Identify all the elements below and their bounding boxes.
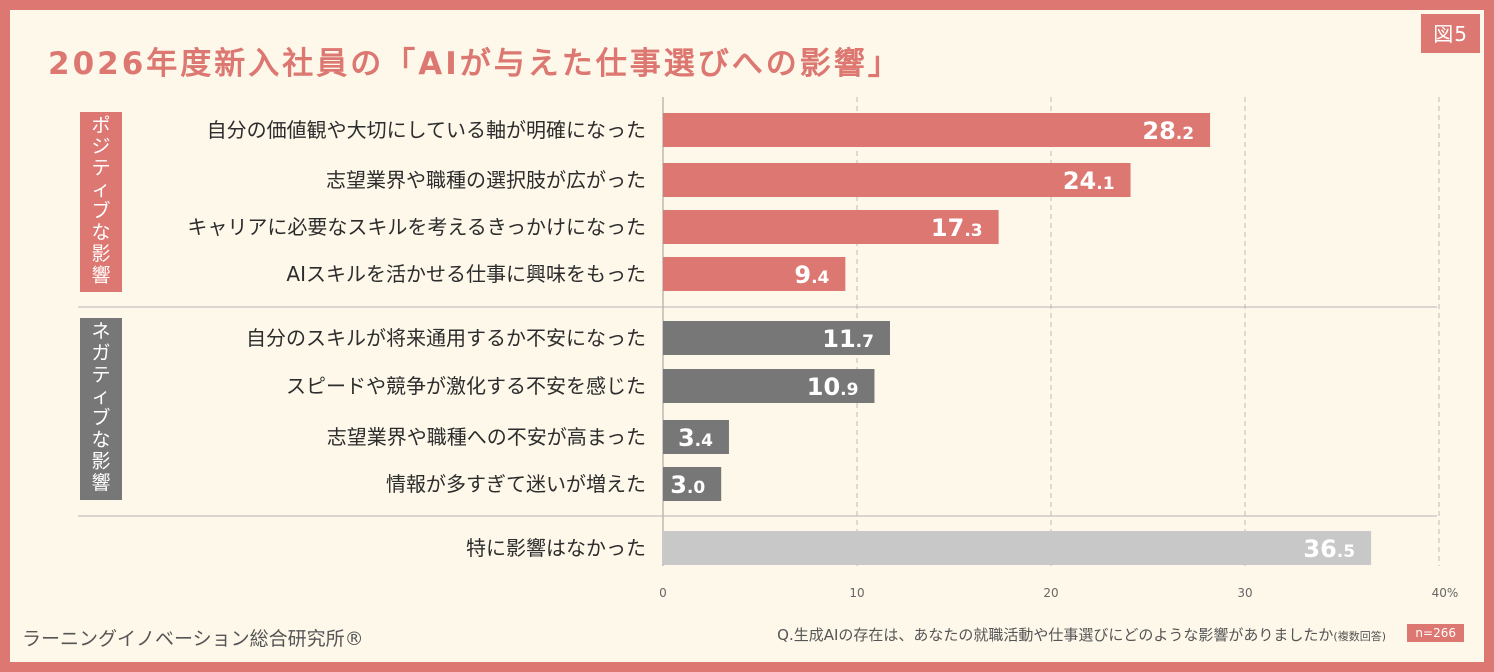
value-label: 3.4 bbox=[678, 424, 713, 452]
chart-title: 2026年度新入社員の「AIが与えた仕事選びへの影響」 bbox=[48, 46, 902, 82]
value-label: 11.7 bbox=[822, 325, 874, 353]
group-label-char: 響 bbox=[91, 264, 110, 286]
x-tick-label: 40% bbox=[1432, 586, 1459, 600]
bar bbox=[663, 210, 999, 244]
group-label-char: 影 bbox=[91, 451, 110, 473]
brand-label: ラーニングイノベーション総合研究所® bbox=[22, 628, 364, 650]
value-label: 10.9 bbox=[807, 373, 859, 401]
question-text: Q.生成AIの存在は、あなたの就職活動や仕事選びにどのような影響がありましたか bbox=[777, 626, 1334, 644]
group-label-char: テ bbox=[91, 364, 110, 386]
value-label: 36.5 bbox=[1303, 535, 1355, 563]
category-label: 志望業界や職種の選択肢が広がった bbox=[326, 168, 646, 192]
x-tick-label: 0 bbox=[659, 586, 667, 600]
bar bbox=[663, 257, 846, 291]
bar bbox=[663, 113, 1211, 147]
group-label-char: ポ bbox=[91, 114, 110, 136]
category-label: 自分のスキルが将来通用するか不安になった bbox=[246, 326, 646, 350]
group-label-box bbox=[80, 318, 122, 500]
group-label-char: ジ bbox=[91, 136, 110, 158]
group-label-char: ィ bbox=[91, 179, 110, 201]
category-label: スピードや競争が激化する不安を感じた bbox=[286, 374, 646, 398]
figure-label-badge: 図5 bbox=[1421, 14, 1480, 53]
group-label-box bbox=[80, 112, 122, 292]
bar bbox=[663, 531, 1372, 565]
bar bbox=[663, 467, 722, 501]
value-label: 17.3 bbox=[931, 214, 983, 242]
group-label-char: テ bbox=[91, 157, 110, 179]
sample-size-badge: n=266 bbox=[1407, 624, 1464, 642]
value-label: 3.0 bbox=[670, 471, 705, 499]
x-tick-label: 30 bbox=[1237, 586, 1252, 600]
category-label: キャリアに必要なスキルを考えるきっかけになった bbox=[187, 215, 646, 239]
group-label-char: ネ bbox=[91, 321, 110, 343]
category-label: AIスキルを活かせる仕事に興味をもった bbox=[286, 262, 646, 286]
bar bbox=[663, 369, 875, 403]
value-label: 9.4 bbox=[794, 261, 829, 289]
group-label-char: ガ bbox=[91, 342, 110, 364]
group-label-char: ブ bbox=[91, 199, 110, 222]
bar bbox=[663, 163, 1131, 197]
group-label-char: ブ bbox=[91, 406, 110, 429]
value-label: 28.2 bbox=[1142, 117, 1194, 145]
category-label: 情報が多すぎて迷いが増えた bbox=[386, 472, 646, 496]
value-label: 24.1 bbox=[1063, 167, 1115, 195]
bar bbox=[663, 420, 729, 454]
group-label-char: ィ bbox=[91, 386, 110, 408]
category-label: 志望業界や職種への不安が高まった bbox=[327, 425, 646, 449]
x-tick-label: 10 bbox=[849, 586, 864, 600]
bar bbox=[663, 321, 890, 355]
category-label: 自分の価値観や大切にしている軸が明確になった bbox=[207, 118, 646, 142]
question-note: (複数回答) bbox=[1333, 630, 1386, 643]
group-label-char: な bbox=[91, 429, 110, 451]
group-label-char: な bbox=[91, 221, 110, 243]
category-label: 特に影響はなかった bbox=[466, 536, 646, 560]
survey-question: Q.生成AIの存在は、あなたの就職活動や仕事選びにどのような影響がありましたか(… bbox=[777, 624, 1386, 645]
x-tick-label: 20 bbox=[1043, 586, 1058, 600]
group-label-char: 影 bbox=[91, 243, 110, 265]
group-label-char: 響 bbox=[91, 472, 110, 494]
